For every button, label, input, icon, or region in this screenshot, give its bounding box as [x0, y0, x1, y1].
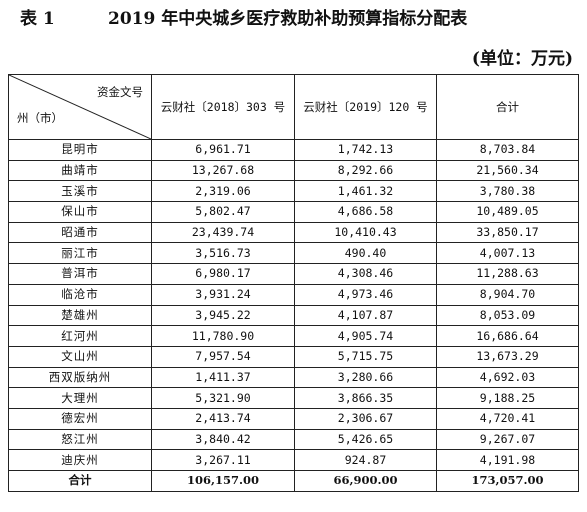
table-row: 红河州 11,780.90 4,905.74 16,686.64: [8, 325, 579, 347]
table-row: 昆明市 6,961.71 1,742.13 8,703.84: [8, 139, 579, 161]
amount-2018-cell: 3,931.24: [151, 283, 295, 306]
amount-2019-cell: 5,426.65: [294, 428, 437, 451]
unit-note: (单位：万元): [471, 49, 573, 69]
amount-2019-cell: 3,280.66: [294, 366, 437, 389]
corner-header-cell: 资金文号 州（市）: [8, 74, 152, 140]
header-row: 资金文号 州（市） 云财社〔2018〕303 号 云财社〔2019〕120 号 …: [8, 74, 579, 140]
column-header: 云财社〔2018〕303 号: [151, 74, 295, 140]
table-row: 丽江市 3,516.73 490.40 4,007.13: [8, 242, 579, 265]
total-amount-cell: 9,188.25: [436, 387, 579, 409]
total-amount-cell: 8,904.70: [436, 283, 579, 306]
table-row: 西双版纳州 1,411.37 3,280.66 4,692.03: [8, 366, 579, 389]
total-amount-cell: 8,053.09: [436, 304, 579, 327]
amount-2019-cell: 4,686.58: [294, 201, 437, 223]
table-row: 玉溪市 2,319.06 1,461.32 3,780.38: [8, 180, 579, 203]
total-amount-cell: 4,692.03: [436, 366, 579, 389]
table-row: 保山市 5,802.47 4,686.58 10,489.05: [8, 201, 579, 223]
prefecture-name: 文山州: [8, 345, 152, 368]
table-row: 德宏州 2,413.74 2,306.67 4,720.41: [8, 407, 579, 430]
table-row: 楚雄州 3,945.22 4,107.87 8,053.09: [8, 304, 579, 327]
amount-2018-cell: 6,980.17: [151, 263, 295, 285]
amount-2019-cell: 1,461.32: [294, 180, 437, 203]
amount-2018-cell: 5,321.90: [151, 387, 295, 409]
amount-2019-cell: 2,306.67: [294, 407, 437, 430]
total-amount-cell: 16,686.64: [436, 325, 579, 347]
total-amount-cell: 11,288.63: [436, 263, 579, 285]
amount-2018-cell: 13,267.68: [151, 159, 295, 182]
total-amount-cell: 4,720.41: [436, 407, 579, 430]
total-row: 合计 106,157.00 66,900.00 173,057.00: [8, 470, 579, 492]
amount-2019-cell: 4,308.46: [294, 263, 437, 285]
total-cell: 66,900.00: [294, 470, 437, 492]
prefecture-name: 德宏州: [8, 407, 152, 430]
total-amount-cell: 21,560.34: [436, 159, 579, 182]
prefecture-name: 大理州: [8, 387, 152, 409]
total-amount-cell: 9,267.07: [436, 428, 579, 451]
amount-2018-cell: 3,840.42: [151, 428, 295, 451]
amount-2019-cell: 5,715.75: [294, 345, 437, 368]
prefecture-name: 保山市: [8, 201, 152, 223]
corner-header-bottom: 州（市）: [17, 111, 63, 125]
prefecture-name: 普洱市: [8, 263, 152, 285]
column-header: 云财社〔2019〕120 号: [294, 74, 437, 140]
prefecture-name: 昆明市: [8, 139, 152, 161]
amount-2018-cell: 23,439.74: [151, 221, 295, 244]
total-amount-cell: 3,780.38: [436, 180, 579, 203]
amount-2019-cell: 4,973.46: [294, 283, 437, 306]
amount-2018-cell: 3,516.73: [151, 242, 295, 265]
amount-2019-cell: 490.40: [294, 242, 437, 265]
amount-2018-cell: 5,802.47: [151, 201, 295, 223]
amount-2018-cell: 11,780.90: [151, 325, 295, 347]
amount-2019-cell: 8,292.66: [294, 159, 437, 182]
prefecture-name: 怒江州: [8, 428, 152, 451]
total-amount-cell: 33,850.17: [436, 221, 579, 244]
table-row: 昭通市 23,439.74 10,410.43 33,850.17: [8, 221, 579, 244]
amount-2019-cell: 3,866.35: [294, 387, 437, 409]
prefecture-name: 丽江市: [8, 242, 152, 265]
amount-2019-cell: 10,410.43: [294, 221, 437, 244]
amount-2018-cell: 3,945.22: [151, 304, 295, 327]
prefecture-name: 玉溪市: [8, 180, 152, 203]
prefecture-name: 迪庆州: [8, 449, 152, 471]
total-amount-cell: 10,489.05: [436, 201, 579, 223]
total-amount-cell: 8,703.84: [436, 139, 579, 161]
total-cell: 106,157.00: [151, 470, 295, 492]
column-header: 合计: [436, 74, 579, 140]
corner-header-top: 资金文号: [97, 85, 143, 99]
amount-2018-cell: 6,961.71: [151, 139, 295, 161]
table-row: 临沧市 3,931.24 4,973.46 8,904.70: [8, 283, 579, 306]
amount-2018-cell: 7,957.54: [151, 345, 295, 368]
table-row: 迪庆州 3,267.11 924.87 4,191.98: [8, 449, 579, 471]
total-label: 合计: [8, 470, 152, 492]
table-row: 怒江州 3,840.42 5,426.65 9,267.07: [8, 428, 579, 451]
amount-2019-cell: 4,905.74: [294, 325, 437, 347]
prefecture-name: 红河州: [8, 325, 152, 347]
total-amount-cell: 13,673.29: [436, 345, 579, 368]
table-row: 大理州 5,321.90 3,866.35 9,188.25: [8, 387, 579, 409]
table-row: 普洱市 6,980.17 4,308.46 11,288.63: [8, 263, 579, 285]
prefecture-name: 昭通市: [8, 221, 152, 244]
total-amount-cell: 4,007.13: [436, 242, 579, 265]
amount-2019-cell: 1,742.13: [294, 139, 437, 161]
prefecture-name: 楚雄州: [8, 304, 152, 327]
allocation-table: 资金文号 州（市） 云财社〔2018〕303 号 云财社〔2019〕120 号 …: [8, 74, 579, 492]
amount-2018-cell: 3,267.11: [151, 449, 295, 471]
table-row: 曲靖市 13,267.68 8,292.66 21,560.34: [8, 159, 579, 182]
total-cell: 173,057.00: [436, 470, 579, 492]
diagonal-line: [9, 75, 151, 139]
amount-2018-cell: 2,413.74: [151, 407, 295, 430]
prefecture-name: 临沧市: [8, 283, 152, 306]
prefecture-name: 西双版纳州: [8, 366, 152, 389]
table-number: 表 1: [20, 9, 55, 29]
amount-2019-cell: 4,107.87: [294, 304, 437, 327]
amount-2019-cell: 924.87: [294, 449, 437, 471]
amount-2018-cell: 1,411.37: [151, 366, 295, 389]
total-amount-cell: 4,191.98: [436, 449, 579, 471]
prefecture-name: 曲靖市: [8, 159, 152, 182]
amount-2018-cell: 2,319.06: [151, 180, 295, 203]
table-title-text: 2019 年中央城乡医疗救助补助预算指标分配表: [108, 9, 468, 29]
table-row: 文山州 7,957.54 5,715.75 13,673.29: [8, 345, 579, 368]
